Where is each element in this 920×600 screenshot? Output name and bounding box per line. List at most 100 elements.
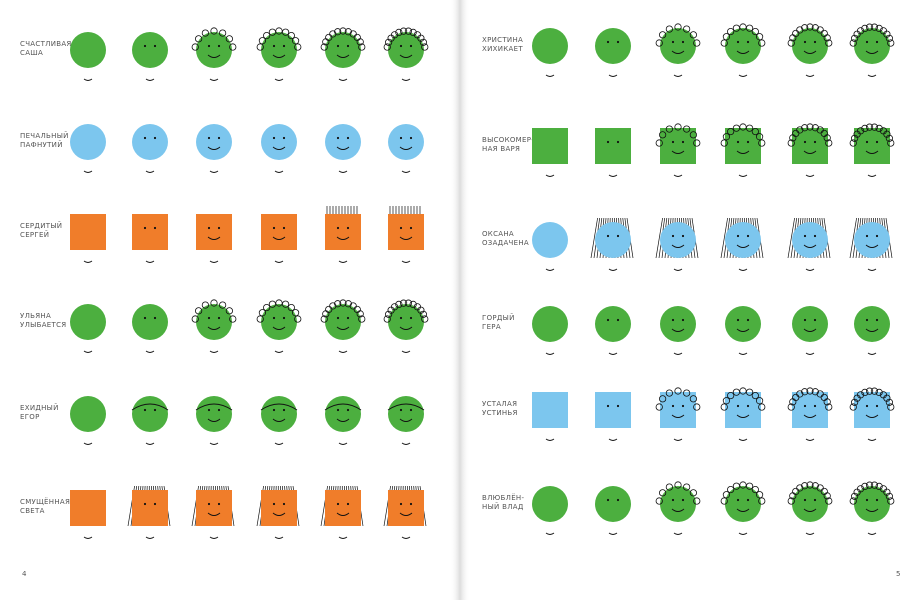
head (532, 486, 568, 522)
detail-mark (608, 74, 618, 77)
curl (689, 131, 697, 139)
eye (272, 408, 276, 412)
curl (404, 27, 413, 35)
curl (720, 497, 728, 505)
face (70, 124, 106, 173)
row-label: ПАФНУТИЙ (20, 140, 63, 149)
curl (417, 306, 425, 314)
detail-mark (209, 170, 219, 173)
head (325, 124, 361, 160)
curl (339, 27, 347, 35)
curl (225, 35, 233, 43)
head (388, 124, 424, 160)
curl (796, 484, 804, 492)
head (388, 304, 424, 340)
eye (217, 316, 221, 320)
detail-mark (738, 174, 748, 177)
curl (294, 315, 302, 323)
curl (419, 310, 427, 318)
detail-mark (209, 350, 219, 353)
row-label: СЧАСТЛИВАЯ (20, 40, 72, 48)
curl (865, 481, 874, 489)
head (388, 396, 424, 432)
face (320, 485, 364, 539)
curl (811, 24, 819, 32)
face (132, 214, 168, 263)
eye (153, 408, 157, 412)
eye (616, 318, 620, 322)
head (595, 128, 631, 164)
detail-mark (209, 260, 219, 263)
curl (419, 38, 427, 46)
head (196, 124, 232, 160)
mouth (671, 508, 685, 512)
mouth (399, 512, 413, 516)
eye (399, 226, 403, 230)
page-number: 4 (22, 570, 27, 578)
mouth (207, 146, 221, 150)
face (787, 217, 831, 271)
curl (883, 488, 891, 496)
eye (217, 408, 221, 412)
curl (870, 23, 879, 31)
curl (258, 37, 267, 45)
head (854, 28, 890, 64)
head (325, 304, 361, 340)
detail-mark (274, 78, 284, 81)
row-label: НЫЙ ВЛАД (482, 502, 524, 511)
eye (736, 140, 740, 144)
mouth (336, 54, 350, 58)
eye (409, 316, 413, 320)
face (191, 27, 237, 81)
eye (681, 498, 685, 502)
face (595, 306, 631, 355)
curl (811, 388, 819, 396)
eye (671, 498, 675, 502)
detail-mark (738, 532, 748, 535)
mouth (671, 50, 685, 54)
curl (281, 300, 290, 308)
face (70, 32, 106, 81)
detail-mark (274, 350, 284, 353)
curl (693, 497, 701, 505)
eye (616, 140, 620, 144)
mouth (207, 236, 221, 240)
detail-mark (545, 268, 555, 271)
hair (720, 217, 728, 259)
face (532, 392, 568, 441)
eye (616, 234, 620, 238)
detail-mark (867, 174, 877, 177)
face (595, 28, 631, 77)
curl (320, 43, 328, 51)
curl (665, 389, 673, 397)
curl (689, 489, 697, 497)
mouth (272, 512, 286, 516)
curl (219, 301, 227, 309)
detail-mark (83, 442, 93, 445)
curl (383, 43, 391, 51)
head (595, 392, 631, 428)
head (792, 486, 828, 522)
eye (399, 502, 403, 506)
detail-mark (209, 78, 219, 81)
curl (861, 24, 869, 32)
curl (870, 481, 879, 489)
detail-mark (805, 268, 815, 271)
curl (383, 315, 391, 323)
eye (272, 502, 276, 506)
curl (811, 124, 819, 132)
face (655, 481, 701, 535)
head (325, 214, 361, 250)
eye (282, 44, 286, 48)
curl (655, 497, 663, 505)
detail-mark (545, 532, 555, 535)
curl (885, 134, 893, 142)
mouth (272, 146, 286, 150)
face (383, 299, 429, 353)
eye (671, 318, 675, 322)
face (320, 299, 366, 353)
curl (659, 395, 667, 403)
detail-mark (274, 536, 284, 539)
detail-mark (738, 438, 748, 441)
face (787, 23, 833, 77)
